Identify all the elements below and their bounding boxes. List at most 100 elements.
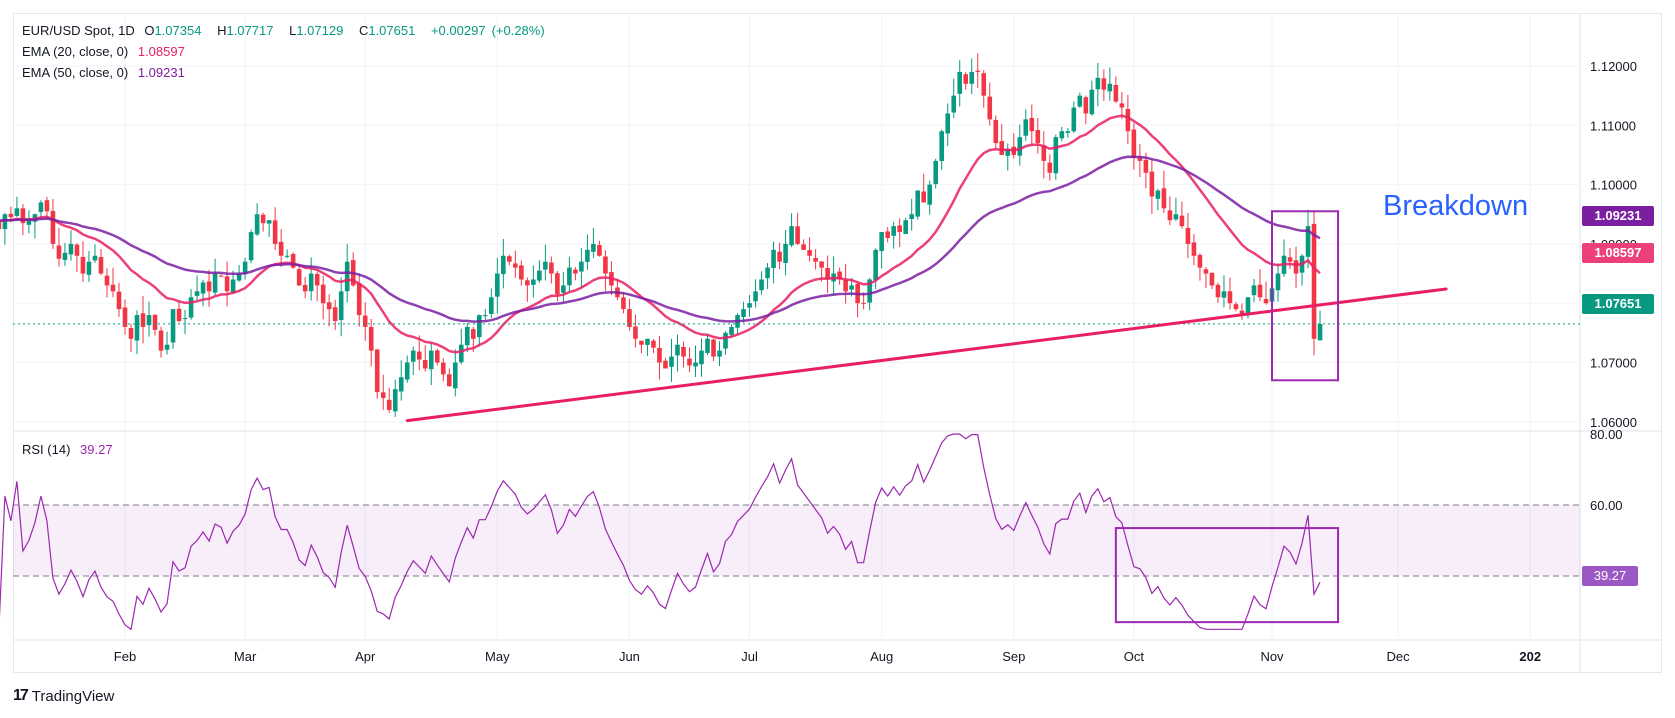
candle-body bbox=[1221, 291, 1227, 298]
rsi-highlight-box bbox=[1114, 527, 1340, 624]
price-tick-label: 1.12000 bbox=[1590, 59, 1637, 74]
candle-body bbox=[879, 232, 884, 252]
candle-body bbox=[464, 326, 470, 346]
close-value: 1.07651 bbox=[368, 23, 416, 38]
candle-body bbox=[969, 71, 975, 84]
candle-body bbox=[861, 302, 866, 304]
candle-body bbox=[92, 255, 98, 261]
candle-body bbox=[723, 332, 728, 349]
candle-body bbox=[897, 225, 902, 233]
candle-body bbox=[20, 208, 26, 224]
candle-body bbox=[837, 271, 842, 280]
candle-body bbox=[549, 262, 554, 274]
time-tick-label: Jun bbox=[619, 649, 640, 664]
candle-body bbox=[200, 282, 206, 294]
candle-body bbox=[579, 261, 584, 272]
candle-body bbox=[416, 351, 422, 360]
candle-body bbox=[386, 399, 392, 410]
support-trendline bbox=[405, 287, 1448, 423]
candle-body bbox=[741, 309, 746, 317]
candle-body bbox=[320, 284, 326, 304]
candle-body bbox=[440, 362, 446, 375]
breakdown-annotation[interactable]: Breakdown bbox=[1383, 190, 1529, 222]
price-tick-label: 1.06000 bbox=[1590, 415, 1637, 430]
candle-body bbox=[699, 350, 704, 365]
time-tick-label: Nov bbox=[1260, 649, 1284, 664]
candle-body bbox=[1185, 227, 1191, 244]
candle-body bbox=[645, 338, 650, 345]
change-pct: (+0.28%) bbox=[491, 23, 545, 38]
candle-body bbox=[254, 214, 260, 235]
candle-body bbox=[675, 344, 680, 356]
candle-body bbox=[657, 347, 662, 363]
candle-body bbox=[14, 208, 20, 216]
candle-body bbox=[1059, 131, 1065, 139]
candle-body bbox=[1029, 117, 1035, 132]
candle-body bbox=[104, 275, 110, 286]
candle-body bbox=[1245, 297, 1251, 315]
open-value: 1.07354 bbox=[154, 23, 202, 38]
ema20-price-tag: 1.08597 bbox=[1582, 243, 1654, 263]
rsi-tick-label: 60.00 bbox=[1590, 498, 1623, 513]
candle-body bbox=[765, 267, 770, 279]
candle-body bbox=[537, 270, 542, 281]
price-tick-label: 1.10000 bbox=[1590, 178, 1637, 193]
candle-body bbox=[1041, 145, 1047, 161]
candle-body bbox=[1203, 269, 1209, 274]
time-tick-label: Sep bbox=[1002, 649, 1025, 664]
candle-body bbox=[1179, 215, 1185, 227]
candle-body bbox=[783, 243, 788, 263]
time-tick-label: Dec bbox=[1387, 649, 1411, 664]
candle-body bbox=[1215, 284, 1221, 298]
ema-lines bbox=[0, 114, 1321, 354]
high-value: 1.07717 bbox=[226, 23, 274, 38]
time-tick-label: May bbox=[485, 649, 510, 664]
tradingview-logo[interactable]: 17 TradingView bbox=[13, 687, 114, 705]
candle-body bbox=[939, 131, 945, 162]
candle-body bbox=[909, 214, 914, 220]
candle-body bbox=[68, 243, 74, 255]
candle-body bbox=[717, 350, 722, 357]
time-tick-label: Feb bbox=[114, 649, 136, 664]
candle-body bbox=[1101, 78, 1107, 90]
candle-body bbox=[1233, 304, 1239, 310]
candle-body bbox=[1149, 171, 1155, 197]
candle-body bbox=[122, 307, 128, 327]
candle-body bbox=[146, 315, 152, 326]
candle-body bbox=[993, 119, 999, 144]
candle-body bbox=[242, 261, 248, 275]
candle-body bbox=[555, 273, 560, 295]
candle-body bbox=[410, 350, 416, 362]
candle-body bbox=[477, 315, 482, 338]
rsi-legend[interactable]: RSI (14) 39.27 bbox=[22, 442, 119, 457]
candle-body bbox=[368, 326, 374, 351]
ema50-legend[interactable]: EMA (50, close, 0) 1.09231 bbox=[22, 65, 191, 80]
candle-body bbox=[627, 309, 632, 327]
candle-body bbox=[603, 256, 608, 274]
candle-body bbox=[1191, 242, 1197, 256]
candle-body bbox=[398, 377, 404, 392]
candle-body bbox=[489, 297, 494, 314]
candle-body bbox=[374, 349, 380, 393]
candle-body bbox=[543, 261, 548, 270]
breakdown-box bbox=[1271, 210, 1340, 382]
candle-body bbox=[807, 250, 812, 256]
candle-body bbox=[927, 184, 933, 205]
candle-body bbox=[1167, 210, 1173, 221]
ema20-legend[interactable]: EMA (20, close, 0) 1.08597 bbox=[22, 44, 191, 59]
candle-body bbox=[284, 255, 290, 257]
candle-body bbox=[501, 255, 506, 275]
candle-body bbox=[308, 273, 314, 292]
rsi-value: 39.27 bbox=[80, 442, 113, 457]
ema50-value: 1.09231 bbox=[137, 65, 185, 80]
candle-body bbox=[525, 280, 530, 286]
candle-body bbox=[591, 243, 596, 252]
candle-body bbox=[771, 249, 776, 268]
candle-body bbox=[1257, 284, 1263, 298]
symbol-label[interactable]: EUR/USD Spot, 1D bbox=[22, 23, 135, 38]
candle-body bbox=[687, 358, 692, 366]
candle-body bbox=[753, 291, 758, 302]
candle-body bbox=[362, 315, 368, 327]
candle-body bbox=[434, 350, 440, 363]
